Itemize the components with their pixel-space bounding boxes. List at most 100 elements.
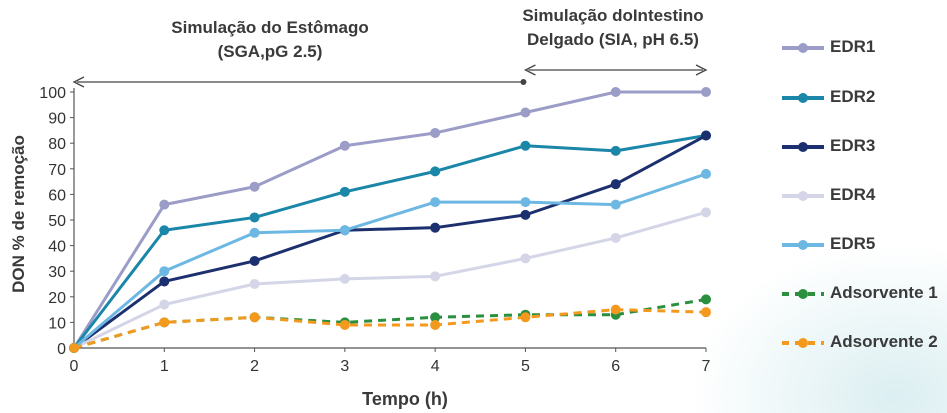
y-tick-label: 80 [48,136,66,153]
legend-item-adsorvente-1: Adsorvente 1 [780,282,947,306]
series-line-edr5 [73,172,707,350]
series-line-edr1 [72,90,706,349]
data-point-edr3 [701,130,711,141]
stomach-phase-label-line1: Simulação do Estômago [171,18,369,37]
y-tick-label: 0 [57,341,66,358]
y-tick-label: 30 [48,264,66,281]
data-point-edr4 [249,279,260,289]
data-point-edr5 [339,225,350,236]
data-point-adsorvente-2 [610,304,621,315]
x-axis-title: Tempo (h) [362,389,448,409]
data-point-adsorvente-2 [159,317,170,328]
x-tick-label: 3 [340,358,349,375]
data-point-adsorvente-2 [430,319,441,330]
y-tick-label: 100 [39,85,66,102]
series-line-edr2 [72,134,707,349]
intestine-phase-label-line2: Delgado (SIA, pH 6.5) [527,30,699,49]
data-point-edr5 [701,168,711,179]
x-tick-label: 1 [160,358,169,375]
background-glow [687,243,947,413]
y-tick-label: 90 [48,111,66,128]
legend-item-adsorvente-2: Adsorvente 2 [780,331,947,355]
data-point-edr1 [520,107,531,118]
data-point-edr3 [430,222,441,233]
data-point-edr4 [339,273,350,284]
legend-item-edr2: EDR2 [780,86,947,110]
data-point-adsorvente-1 [701,294,711,305]
intestine-range-arrowhead-right [695,64,708,76]
legend-label: Adsorvente 1 [830,283,938,302]
data-point-edr1 [159,199,170,210]
data-point-edr2 [430,166,441,177]
data-point-edr5 [520,197,531,208]
legend-swatch-edr4 [782,191,824,201]
legend-label: EDR1 [830,37,876,56]
data-point-edr1 [701,87,711,97]
x-tick-label: 4 [431,358,440,375]
data-point-edr3 [610,179,621,190]
data-point-edr2 [249,212,260,223]
data-point-adsorvente-2 [520,312,531,323]
data-point-edr5 [610,199,621,210]
data-point-edr3 [249,255,260,266]
data-point-adsorvente-2 [339,319,350,330]
x-tick-label: 2 [250,358,259,375]
legend-item-edr1: EDR1 [780,36,947,60]
data-point-edr1 [249,181,260,192]
y-tick-label: 20 [48,290,66,307]
legend-label: EDR4 [830,185,876,204]
legend-item-edr5: EDR5 [780,233,947,257]
data-point-edr2 [339,186,350,197]
data-point-adsorvente-2 [69,343,79,353]
data-point-edr2 [520,140,531,151]
data-point-edr1 [430,127,441,138]
stomach-range-endpoint [520,79,527,85]
legend-label: EDR5 [830,234,876,253]
data-point-edr4 [520,253,531,264]
legend-label: EDR2 [830,87,876,106]
y-tick-label: 70 [48,162,66,179]
legend-swatch-adsorvente-1 [782,289,824,299]
x-tick-label: 5 [521,358,530,375]
x-tick-label: 0 [70,358,79,375]
data-point-edr4 [430,271,441,282]
data-point-edr2 [159,225,170,236]
y-tick-label: 10 [48,315,66,332]
data-point-edr4 [159,299,170,310]
data-point-adsorvente-2 [249,312,260,323]
data-point-edr5 [159,266,170,277]
legend-swatch-edr1 [782,43,824,53]
stomach-range-arrowhead [72,76,85,88]
intestine-phase-label: Simulação doIntestino Delgado (SIA, pH 6… [488,4,738,52]
x-tick-label: 7 [702,358,711,375]
legend-item-edr4: EDR4 [780,184,947,208]
series-line-edr3 [73,134,707,350]
data-point-edr3 [520,209,531,220]
x-tick-label: 6 [611,358,620,375]
stomach-phase-label-line2: (SGA,pG 2.5) [217,42,323,61]
data-point-edr4 [701,207,711,218]
y-tick-label: 60 [48,187,66,204]
y-axis-title: DON % de remoção [9,135,28,293]
intestine-phase-label-line1: Simulação doIntestino [522,6,704,25]
legend-swatch-edr5 [782,240,824,250]
data-point-edr3 [159,276,170,287]
legend-swatch-edr2 [782,93,824,103]
data-point-adsorvente-1 [430,312,441,323]
legend-item-edr3: EDR3 [780,135,947,159]
legend-label: Adsorvente 2 [830,332,938,351]
y-tick-label: 50 [48,213,66,230]
data-point-edr2 [610,145,621,156]
legend-swatch-adsorvente-2 [782,338,824,348]
series-line-edr4 [73,210,707,350]
data-point-edr1 [339,140,350,151]
data-point-adsorvente-2 [701,307,711,318]
intestine-range-arrowhead-left [523,64,536,76]
stomach-phase-label: Simulação do Estômago (SGA,pG 2.5) [110,16,430,64]
data-point-edr5 [430,197,441,208]
data-point-edr5 [249,227,260,238]
legend-label: EDR3 [830,136,876,155]
data-point-edr4 [610,232,621,243]
y-tick-label: 40 [48,239,66,256]
